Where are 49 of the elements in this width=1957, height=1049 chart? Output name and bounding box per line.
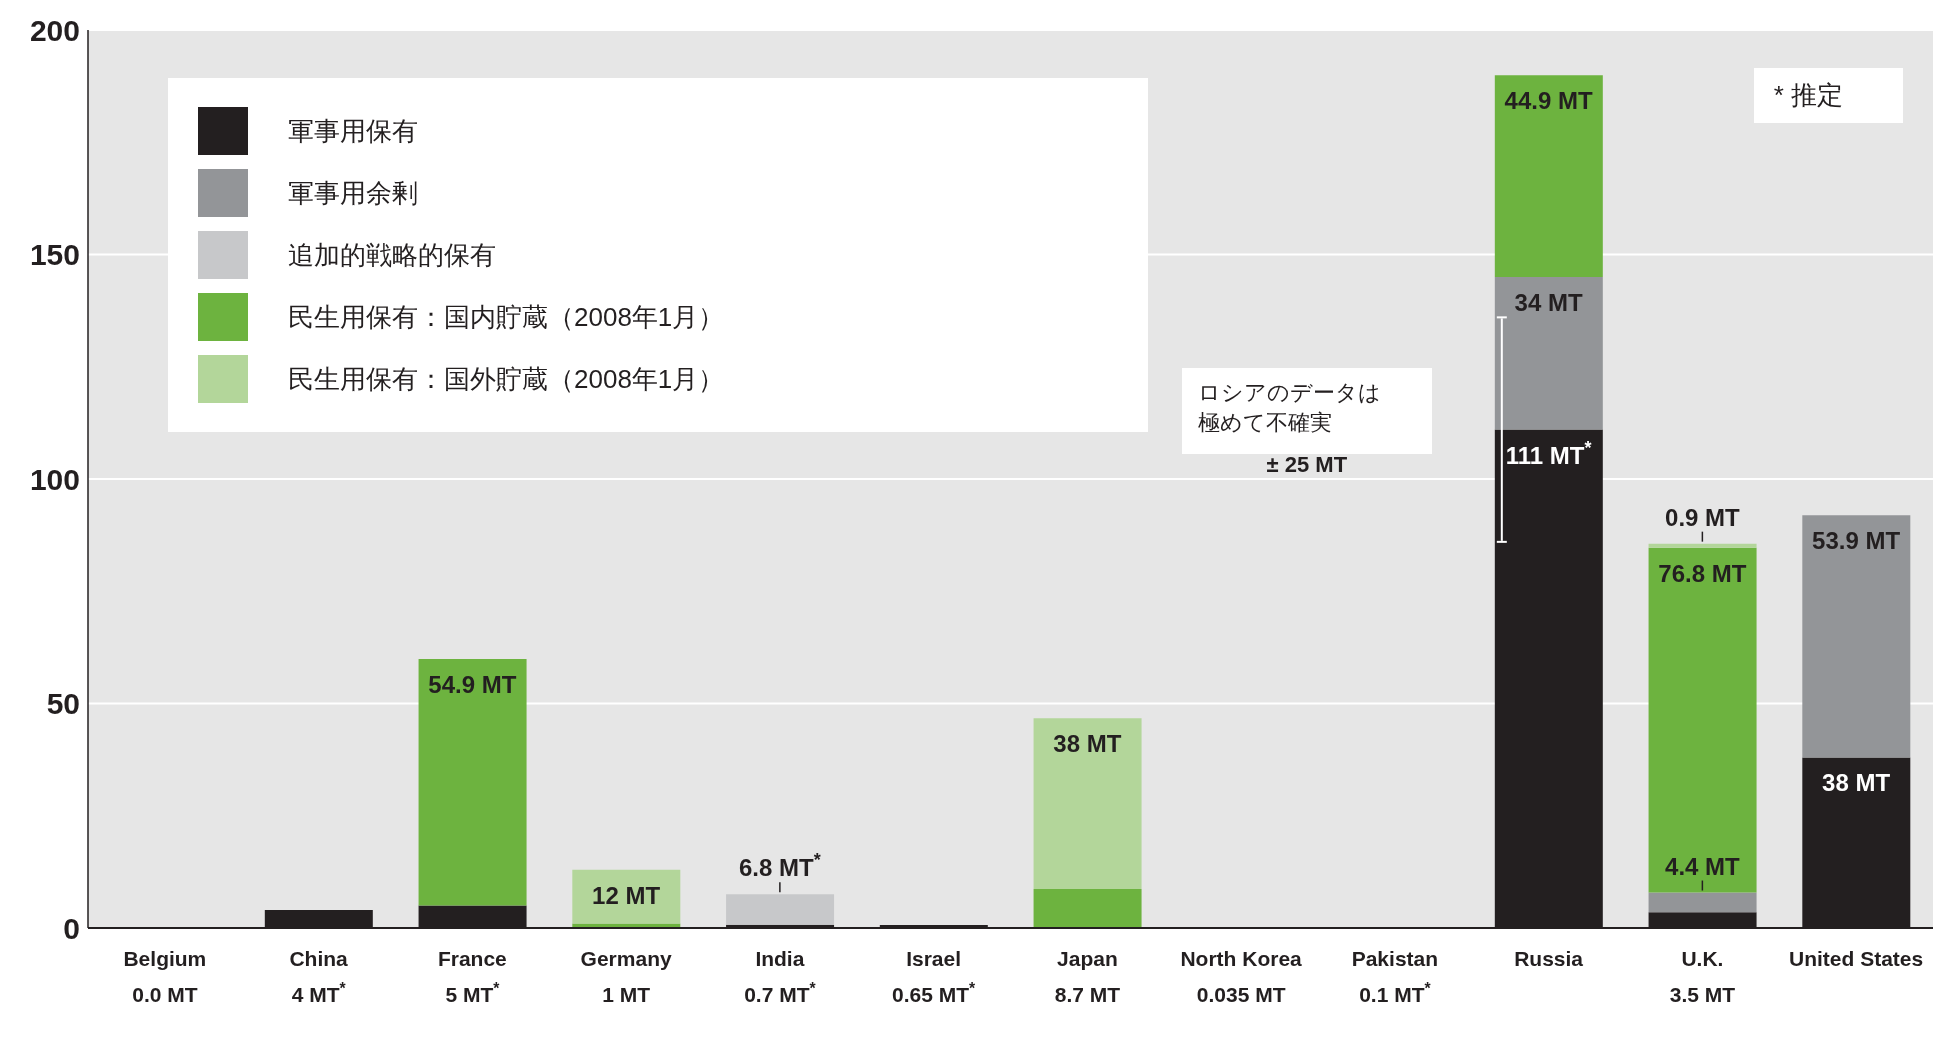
y-tick-label: 0 bbox=[63, 911, 80, 945]
x-tick-label: India 0.7 MT$^{*}$ bbox=[744, 947, 817, 1006]
bar bbox=[1033, 888, 1142, 928]
bar bbox=[1648, 543, 1757, 548]
x-tick-label: France 5 MT$^{*}$ bbox=[437, 947, 507, 1006]
bar bbox=[1648, 547, 1757, 893]
x-tick-label: Russia bbox=[1514, 947, 1584, 970]
bar bbox=[1494, 75, 1603, 277]
x-tick-label: United States bbox=[1789, 947, 1924, 970]
x-tick-label: U.K. 3.5 MT bbox=[1669, 947, 1736, 1006]
y-tick-label: 150 bbox=[29, 238, 80, 272]
y-tick-label: 100 bbox=[29, 462, 80, 496]
data-label: 34 MT bbox=[1514, 288, 1583, 316]
annotation: ロシアのデータは極めて不確実 bbox=[1197, 378, 1382, 437]
data-label: 111 MT$^{*}$ bbox=[1505, 437, 1592, 469]
bar bbox=[1802, 515, 1911, 758]
data-label: 0.9 MT bbox=[1665, 503, 1741, 531]
data-label: 6.8 MT$^{*}$ bbox=[739, 850, 821, 882]
bar bbox=[726, 894, 835, 925]
data-label: 54.9 MT bbox=[428, 671, 517, 699]
data-label: 38 MT bbox=[1822, 769, 1891, 797]
annotation: * 推定 bbox=[1753, 68, 1903, 123]
y-tick-label: 200 bbox=[29, 13, 80, 47]
x-tick-label: North Korea 0.035 MT bbox=[1180, 947, 1303, 1006]
data-label: 38 MT bbox=[1053, 730, 1122, 758]
data-label: 12 MT bbox=[592, 881, 661, 909]
x-tick-label: Israel 0.65 MT$^{*}$ bbox=[892, 947, 977, 1006]
x-tick-label: China 4 MT$^{*}$ bbox=[289, 947, 349, 1006]
legend-label: 軍事用保有 bbox=[288, 114, 418, 148]
legend-label: 軍事用余剰 bbox=[288, 176, 418, 210]
data-label: 53.9 MT bbox=[1812, 527, 1901, 555]
annotation: ± 25 MT bbox=[1266, 451, 1348, 477]
x-tick-label: Pakistan 0.1 MT$^{*}$ bbox=[1351, 947, 1439, 1006]
data-label: 4.4 MT bbox=[1665, 852, 1741, 880]
x-tick-label: Belgium 0.0 MT bbox=[123, 947, 207, 1006]
legend-label: 追加的戦略的保有 bbox=[288, 238, 496, 272]
x-tick-label: Germany 1 MT bbox=[580, 947, 672, 1006]
legend-label: 民生用保有：国外貯蔵（2008年1月） bbox=[288, 362, 725, 396]
bar bbox=[418, 659, 527, 906]
bar bbox=[1648, 892, 1757, 913]
y-tick-label: 50 bbox=[46, 687, 80, 721]
legend-label: 民生用保有：国内貯蔵（2008年1月） bbox=[288, 300, 725, 334]
bar bbox=[572, 869, 681, 924]
data-label: 76.8 MT bbox=[1658, 559, 1747, 587]
data-label: 44.9 MT bbox=[1504, 87, 1593, 115]
x-tick-label: Japan 8.7 MT bbox=[1054, 947, 1121, 1006]
bar bbox=[1033, 718, 1142, 889]
bar bbox=[1494, 276, 1603, 430]
note-box: ロシアのデータは極めて不確実 bbox=[1181, 367, 1432, 454]
